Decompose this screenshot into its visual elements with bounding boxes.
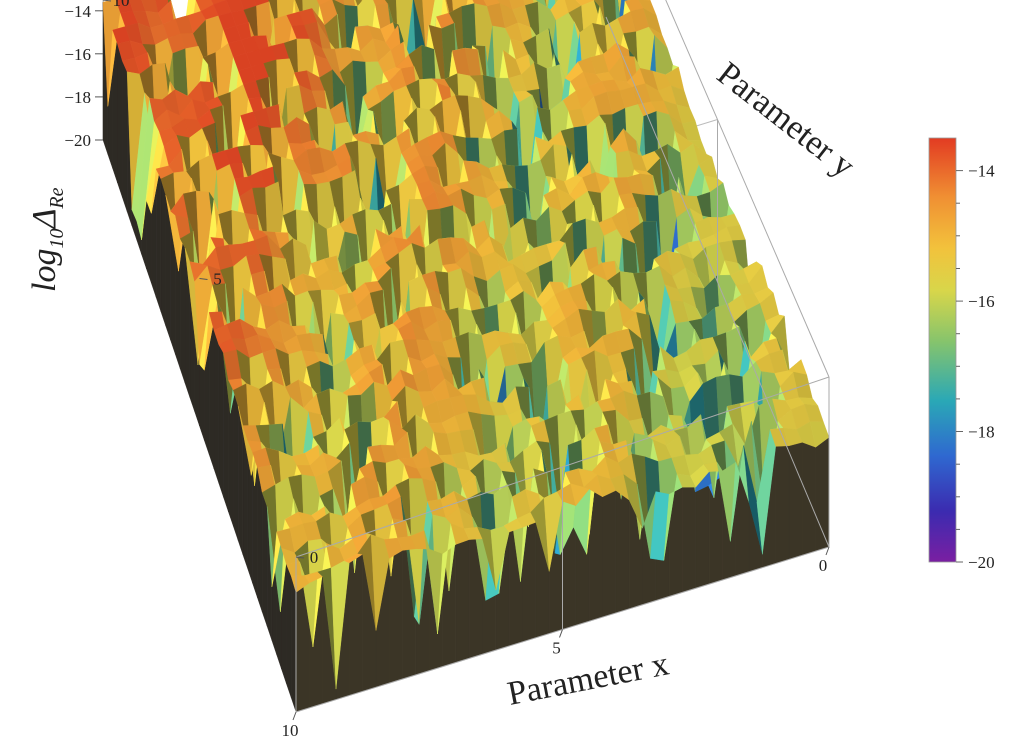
z-tick-label: −18 (64, 88, 91, 107)
z-axis-title-sub: 10 (46, 229, 68, 249)
skirt-facet (156, 169, 161, 312)
skirt-facet (180, 239, 185, 383)
z-axis-title-delta: Δ (26, 209, 63, 231)
skirt-facet (789, 442, 802, 559)
y-tick-label: 0 (310, 548, 319, 567)
skirt-facet (161, 179, 166, 326)
skirt-facet (682, 487, 695, 592)
z-tick-label: −20 (64, 131, 91, 150)
colorbar-ticks: −20 −18 −16 −14 (956, 162, 995, 572)
colorbar-tick-label: −18 (968, 423, 995, 442)
colorbar-tick-label: −20 (968, 553, 995, 572)
skirt-facet (349, 554, 362, 695)
x-tick-label: 5 (552, 639, 561, 658)
skirt-facet (603, 491, 616, 618)
skirt-facet (776, 446, 789, 564)
skirt-facet (456, 540, 469, 663)
skirt-facet (286, 564, 291, 698)
skirt-facet (200, 365, 205, 441)
z-axis-title-log: log (26, 249, 63, 292)
colorbar-gradient (929, 138, 956, 562)
skirt-facet (616, 491, 629, 614)
y-tick-label: 10 (113, 0, 130, 10)
y-tick-label: 5 (213, 270, 222, 289)
x-tick-label: 10 (282, 721, 299, 738)
x-tick-mark (293, 712, 296, 720)
skirt-facet (219, 345, 224, 498)
skirt-facet (291, 576, 296, 712)
z-axis-title-re: Re (46, 187, 68, 209)
skirt-facet (816, 437, 829, 551)
z-tick-label: −16 (64, 45, 91, 64)
colorbar: −20 −18 −16 −14 (929, 138, 995, 572)
skirt-facet (214, 330, 219, 483)
y-axis-title: Parameter y (710, 55, 861, 185)
skirt-facet (262, 493, 267, 627)
skirt-facet (122, 61, 127, 212)
skirt-facet (233, 390, 238, 540)
skirt-facet (146, 200, 151, 283)
skirt-facet (118, 44, 123, 197)
z-axis-title: log10ΔRe (26, 187, 68, 292)
colorbar-tick-label: −14 (968, 162, 995, 181)
z-tick-label: −14 (64, 2, 91, 21)
colorbar-tick-label: −16 (968, 292, 995, 311)
x-tick-label: 0 (819, 556, 828, 575)
surface-mesh (103, 0, 829, 712)
x-axis-title: Parameter x (504, 645, 671, 712)
